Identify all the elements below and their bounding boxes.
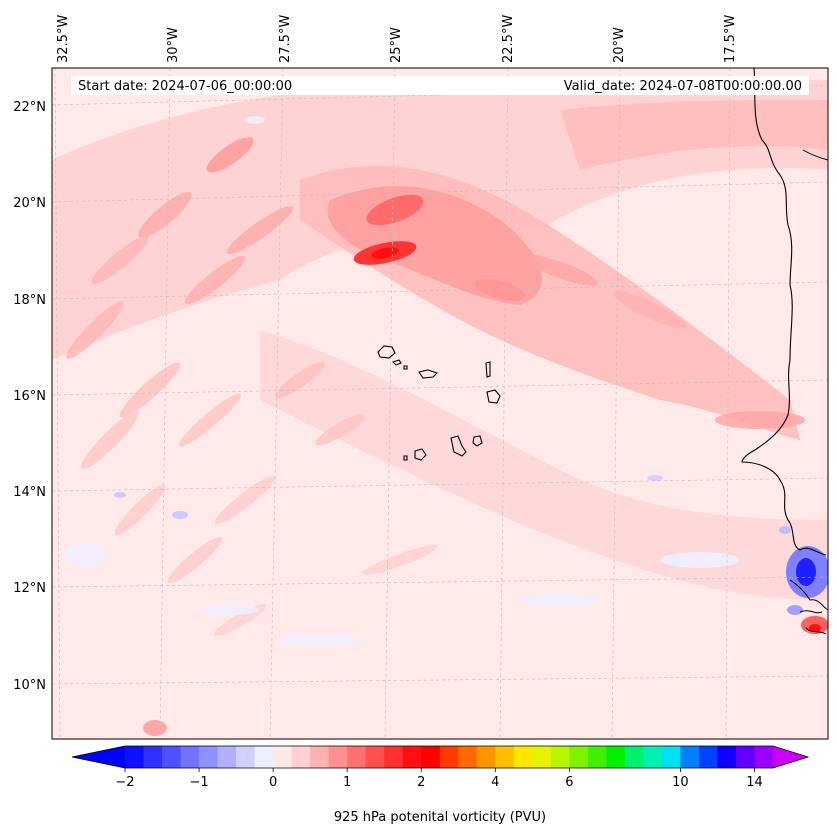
colorbar-under-arrow: [72, 746, 125, 768]
colorbar-swatch: [550, 746, 570, 768]
colorbar-swatch: [698, 746, 719, 768]
map-frame: [51, 67, 829, 740]
valid-date-label: Valid_date: 2024-07-08T00:00:00.00: [564, 79, 802, 94]
colorbar-swatch: [162, 746, 182, 768]
colorbar-swatch: [661, 746, 682, 768]
lat-label: 16°N: [13, 389, 46, 404]
pv-field: [52, 77, 828, 736]
pv-maximum-north: [366, 194, 424, 226]
lat-label: 18°N: [13, 293, 46, 308]
colorbar-tick-label: 14: [746, 775, 763, 790]
lat-label: 14°N: [13, 485, 46, 500]
lon-label: 17.5°W: [723, 15, 738, 63]
lat-label: 12°N: [13, 581, 46, 596]
colorbar-swatch: [199, 746, 219, 768]
colorbar-over-arrow: [773, 746, 808, 768]
date-info-bar: Start date: 2024-07-06_00:00:00 Valid_da…: [71, 76, 809, 95]
colorbar: −2 −1 0 1 2 4 6 10 14 925 hPa potenital vorticit…: [71, 745, 810, 825]
colorbar-tick-label: 10: [672, 775, 689, 790]
colorbar-swatch: [717, 746, 737, 768]
colorbar-swatch: [680, 746, 700, 768]
colorbar-tick-label: 2: [417, 775, 425, 790]
colorbar-tick-label: 0: [269, 775, 277, 790]
lon-label: 32.5°W: [56, 15, 71, 63]
colorbar-swatch: [402, 746, 422, 768]
lat-label: 20°N: [13, 196, 46, 211]
colorbar-swatch: [217, 746, 237, 768]
colorbar-tick-label: −1: [189, 775, 208, 790]
colorbar-swatch: [180, 746, 200, 768]
colorbar-swatch: [476, 746, 496, 768]
colorbar-swatch: [754, 746, 774, 768]
colorbar-swatch: [347, 746, 367, 768]
colorbar-swatch: [236, 746, 256, 768]
lat-label: 22°N: [13, 100, 46, 115]
colorbar-swatch: [513, 746, 533, 768]
colorbar-swatch: [458, 746, 478, 768]
colorbar-swatch: [125, 746, 145, 768]
colorbar-swatch: [143, 746, 163, 768]
islands: [377, 345, 501, 461]
colorbar-swatch: [569, 746, 589, 768]
colorbar-swatch: [384, 746, 404, 768]
colorbar-swatch: [310, 746, 330, 768]
lat-label: 10°N: [13, 678, 46, 693]
lon-label: 25°W: [389, 27, 404, 63]
lon-label: 27.5°W: [278, 15, 293, 63]
colorbar-swatch: [735, 746, 756, 768]
colorbar-tick-label: −2: [115, 775, 134, 790]
colorbar-tick-label: 4: [491, 775, 499, 790]
colorbar-swatch: [439, 746, 459, 768]
colorbar-swatch: [606, 746, 626, 768]
colorbar-swatch: [587, 746, 607, 768]
colorbar-swatch: [421, 746, 441, 768]
colorbar-ticks: −2 −1 0 1 2 4 6 10 14: [115, 768, 763, 790]
gridlines: [52, 68, 828, 739]
colorbar-swatch: [643, 746, 663, 768]
colorbar-swatch: [273, 746, 293, 768]
colorbar-tick-label: 6: [565, 775, 573, 790]
africa-coastline: [741, 68, 827, 556]
colorbar-swatch: [532, 746, 552, 768]
colorbar-swatch: [365, 746, 385, 768]
colorbar-swatch: [328, 746, 348, 768]
colorbar-title: 925 hPa potenital vorticity (PVU): [334, 810, 546, 825]
lon-label: 22.5°W: [501, 15, 516, 63]
start-date-label: Start date: 2024-07-06_00:00:00: [78, 79, 292, 94]
colorbar-swatch: [291, 746, 311, 768]
colorbar-tick-label: 1: [343, 775, 351, 790]
pv-spot-south: [143, 720, 167, 736]
longitude-labels: 32.5°W 30°W 27.5°W 25°W 22.5°W 20°W 17.5…: [56, 15, 738, 63]
colorbar-swatch: [495, 746, 515, 768]
colorbar-swatch: [624, 746, 644, 768]
lon-label: 20°W: [612, 27, 627, 63]
map-panel: Start date: 2024-07-06_00:00:00 Valid_da…: [51, 67, 829, 740]
latitude-labels: 22°N 20°N 18°N 16°N 14°N 12°N 10°N: [13, 100, 46, 693]
colorbar-swatches: [125, 746, 774, 768]
lon-label: 30°W: [166, 27, 181, 63]
colorbar-swatch: [254, 746, 274, 768]
